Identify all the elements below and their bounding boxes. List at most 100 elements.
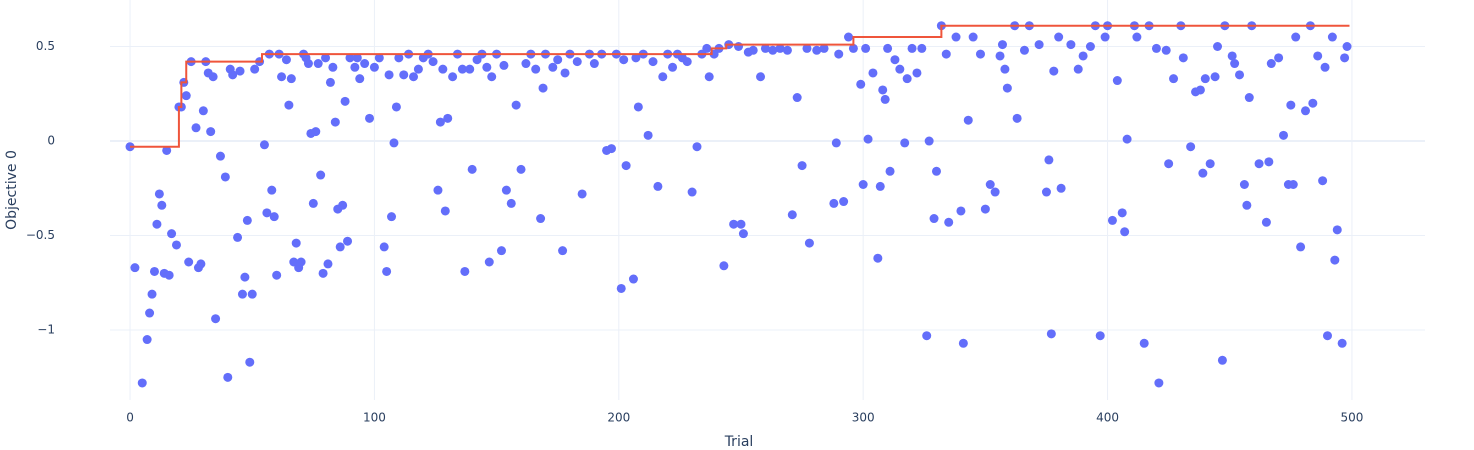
data-point [335,242,345,252]
data-point [1154,378,1164,388]
data-point [460,266,470,276]
data-point [277,72,287,82]
data-point [235,66,245,76]
data-point [1056,183,1066,193]
data-point [467,164,477,174]
data-point [1164,159,1174,169]
data-point [1266,59,1276,69]
data-point [1337,338,1347,348]
data-point [435,117,445,127]
data-point [130,263,140,273]
data-point [1112,76,1122,86]
data-point [1210,72,1220,82]
data-point [536,214,546,224]
x-axis-title: Trial [724,434,754,450]
data-point [1041,187,1051,197]
data-point [1254,159,1264,169]
data-point [868,68,878,78]
data-point [1286,100,1296,110]
data-point [296,257,306,267]
data-point [980,204,990,214]
data-point [448,72,458,82]
x-tick-label: 0 [126,411,134,425]
data-point [1279,130,1289,140]
data-point [272,270,282,280]
data-point [616,283,626,293]
data-point [1019,45,1029,55]
data-point [702,43,712,53]
data-point [885,166,895,176]
data-point [409,72,419,82]
data-point [1300,106,1310,116]
data-point [902,74,912,84]
data-point [768,45,778,55]
data-point [704,72,714,82]
data-point [1342,42,1352,52]
data-point [369,62,379,72]
data-point [900,138,910,148]
data-point [499,60,509,70]
y-tick-label: −0.5 [26,228,55,242]
data-point [1230,59,1240,69]
data-point [1117,208,1127,218]
data-point [924,136,934,146]
data-point [968,32,978,42]
data-point [748,45,758,55]
data-point [1340,53,1350,63]
data-point [352,53,362,63]
data-point [560,68,570,78]
data-point [181,91,191,101]
data-point [1161,45,1171,55]
data-point [521,59,531,69]
y-tick-label: 0.5 [36,39,55,53]
data-point [242,215,252,225]
data-point [738,229,748,239]
data-point [211,314,221,324]
x-tick-label: 500 [1340,411,1363,425]
data-point [233,232,243,242]
data-point [907,43,917,53]
data-point [922,331,932,341]
data-point [944,217,954,227]
data-point [1107,215,1117,225]
data-point [802,43,812,53]
data-point [878,85,888,95]
data-point [1049,66,1059,76]
data-point [443,113,453,123]
data-point [628,274,638,284]
data-point [433,185,443,195]
data-point [819,43,829,53]
data-point [1308,98,1318,108]
data-point [643,130,653,140]
data-point [858,179,868,189]
data-point [1073,64,1083,74]
data-point [374,53,384,63]
data-point [142,335,152,345]
data-point [844,32,854,42]
data-point [343,236,353,246]
data-point [164,270,174,280]
data-point [1320,62,1330,72]
data-point [553,55,563,65]
data-point [956,206,966,216]
data-point [621,161,631,171]
data-point [1066,40,1076,50]
data-point [250,64,260,74]
data-point [619,55,629,65]
data-point [1274,53,1284,63]
data-point [154,189,164,199]
data-point [228,70,238,80]
data-point [269,212,279,222]
data-point [1261,217,1271,227]
data-point [861,43,871,53]
data-point [856,79,866,89]
data-point [890,55,900,65]
x-tick-label: 300 [852,411,875,425]
data-point [1012,113,1022,123]
data-point [457,64,467,74]
data-point [648,57,658,67]
data-point [267,185,277,195]
data-point [365,113,375,123]
data-point [929,214,939,224]
data-point [511,100,521,110]
